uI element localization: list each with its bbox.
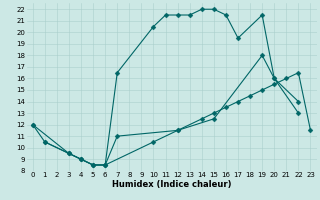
- X-axis label: Humidex (Indice chaleur): Humidex (Indice chaleur): [112, 180, 231, 189]
